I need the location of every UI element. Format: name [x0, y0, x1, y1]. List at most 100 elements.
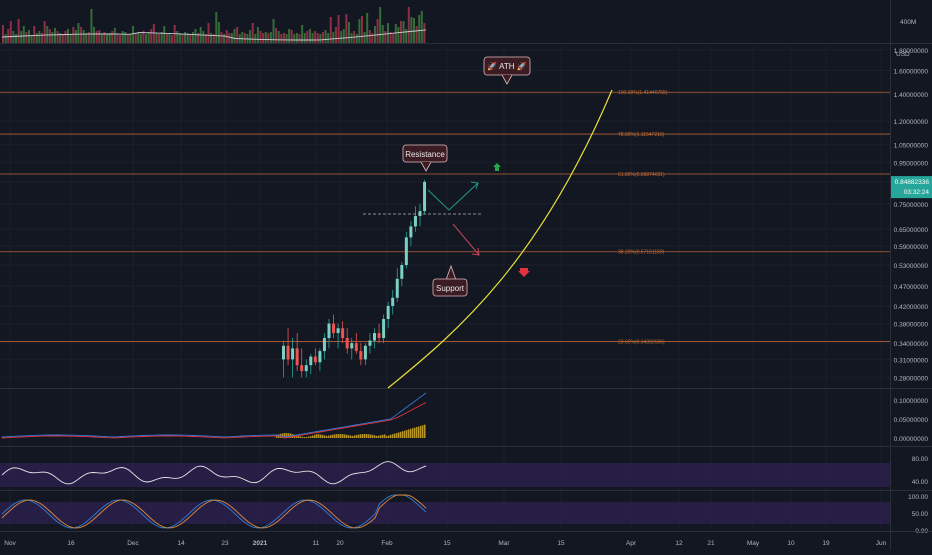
volume-bar — [319, 34, 322, 43]
macd-histogram-bar — [372, 434, 374, 438]
candle-body[interactable] — [400, 265, 404, 279]
candle-body[interactable] — [386, 305, 390, 319]
volume-bar — [202, 31, 205, 43]
macd-histogram-bar — [364, 434, 366, 438]
candle-body[interactable] — [291, 348, 295, 360]
price-tick-label: 1.05000000 — [894, 143, 929, 150]
macd-histogram-bar — [326, 435, 328, 438]
candle-body[interactable] — [413, 216, 417, 227]
volume-bar — [321, 32, 324, 43]
candle-body[interactable] — [313, 356, 317, 363]
volume-bar — [181, 34, 184, 43]
macd-histogram-bar — [404, 430, 406, 438]
macd-histogram-bar — [378, 435, 380, 438]
time-axis[interactable]: Nov 16 Dec 14 23 2021 11 20 Feb 15 Mar 15 Apr 12 21 May… — [4, 540, 886, 547]
parabolic-support-curve[interactable] — [387, 89, 613, 389]
macd-histogram-bar — [350, 435, 352, 438]
rsi-tick-label: 80.00 — [912, 456, 929, 463]
volume-bar — [405, 29, 408, 43]
macd-histogram-bar — [388, 435, 390, 438]
green-up-arrow-icon — [493, 163, 501, 171]
candle-body[interactable] — [322, 338, 326, 352]
candle-body[interactable] — [404, 237, 408, 266]
volume-bar — [9, 21, 12, 43]
bearish-scenario-path[interactable] — [452, 223, 480, 256]
volume-bar — [33, 26, 36, 43]
candle-body[interactable] — [336, 328, 340, 334]
volume-bar — [264, 32, 267, 43]
candle-body[interactable] — [354, 343, 358, 352]
volume-bar — [223, 34, 226, 43]
candle-body[interactable] — [363, 345, 367, 360]
bullish-scenario-path[interactable] — [427, 182, 479, 211]
candle-body[interactable] — [395, 278, 399, 298]
macd-histogram-bar — [300, 436, 302, 438]
macd-histogram-bar — [418, 426, 420, 438]
current-price-tag[interactable] — [891, 176, 932, 199]
fib-level-label: 38.20%(0.57151159) — [618, 250, 665, 256]
volume-bar — [82, 30, 85, 43]
candle-body[interactable] — [391, 297, 395, 306]
candle-body[interactable] — [345, 338, 349, 349]
volume-bar — [7, 29, 10, 43]
price-pane[interactable] — [282, 179, 427, 378]
candle-body[interactable] — [282, 345, 285, 360]
time-tick-label: Feb — [381, 540, 393, 547]
candle-body[interactable] — [423, 181, 427, 212]
volume-bar — [394, 24, 397, 43]
time-tick-label: Nov — [4, 540, 16, 547]
volume-bar — [269, 32, 272, 43]
candle-body[interactable] — [327, 323, 331, 339]
volume-bar — [290, 30, 293, 43]
candle-body[interactable] — [300, 365, 304, 372]
volume-bar — [22, 26, 25, 43]
candle-body[interactable] — [332, 323, 336, 334]
fib-retracement[interactable]: 100.00%(1.41446755) 78.60%(1.11547216) 61.… — [0, 90, 890, 346]
volume-bar — [106, 34, 109, 43]
support-callout[interactable]: Support — [432, 264, 468, 297]
volume-bar — [254, 34, 257, 43]
macd-histogram-bar — [334, 434, 336, 438]
volume-bar — [74, 30, 77, 43]
candle-body[interactable] — [359, 351, 363, 360]
time-tick-label: 19 — [822, 540, 830, 547]
volume-bar — [334, 27, 337, 43]
rsi-tick-label: 40.00 — [912, 479, 929, 486]
candle-body[interactable] — [350, 343, 354, 349]
macd-histogram-bar — [310, 436, 312, 438]
price-tick-label: 0.34000000 — [894, 341, 929, 348]
stoch-d-line — [1, 494, 427, 529]
candle-body[interactable] — [304, 365, 308, 372]
candle-body[interactable] — [318, 351, 322, 363]
macd-histogram-bar — [392, 434, 394, 438]
rsi-band — [0, 463, 890, 487]
volume-bar — [368, 30, 371, 43]
candle-body[interactable] — [373, 333, 376, 341]
candle-body[interactable] — [286, 345, 290, 360]
candle-body[interactable] — [418, 211, 422, 217]
candle-body[interactable] — [341, 328, 345, 339]
price-tick-label: 0.95000000 — [894, 160, 929, 167]
price-tick-label: 0.28000000 — [894, 375, 929, 382]
volume-bar — [124, 32, 127, 43]
ath-callout[interactable]: 🚀 ATH 🚀 — [483, 56, 531, 85]
candle-body[interactable] — [409, 226, 413, 238]
volume-bar — [121, 31, 124, 43]
candle-body[interactable] — [382, 318, 386, 339]
candle-body[interactable] — [295, 348, 299, 366]
countdown-label: 03:32:24 — [904, 189, 930, 196]
volume-bar — [38, 31, 41, 43]
volume-bar — [129, 34, 132, 43]
macd-histogram-bar — [384, 434, 386, 438]
price-scale[interactable]: 1.80000000 1.60000000 1.40000000 1.20000000… — [891, 19, 932, 382]
volume-bar — [150, 29, 153, 43]
volume-bar — [280, 34, 283, 43]
macd-histogram-bar — [320, 434, 322, 438]
candle-body[interactable] — [309, 356, 313, 366]
annotations[interactable]: 🚀 ATH 🚀 Resistance Support — [363, 56, 613, 389]
candle-body[interactable] — [368, 340, 372, 346]
candle-body[interactable] — [377, 333, 381, 339]
macd-histogram-bar — [382, 434, 384, 438]
resistance-callout[interactable]: Resistance — [402, 144, 448, 172]
